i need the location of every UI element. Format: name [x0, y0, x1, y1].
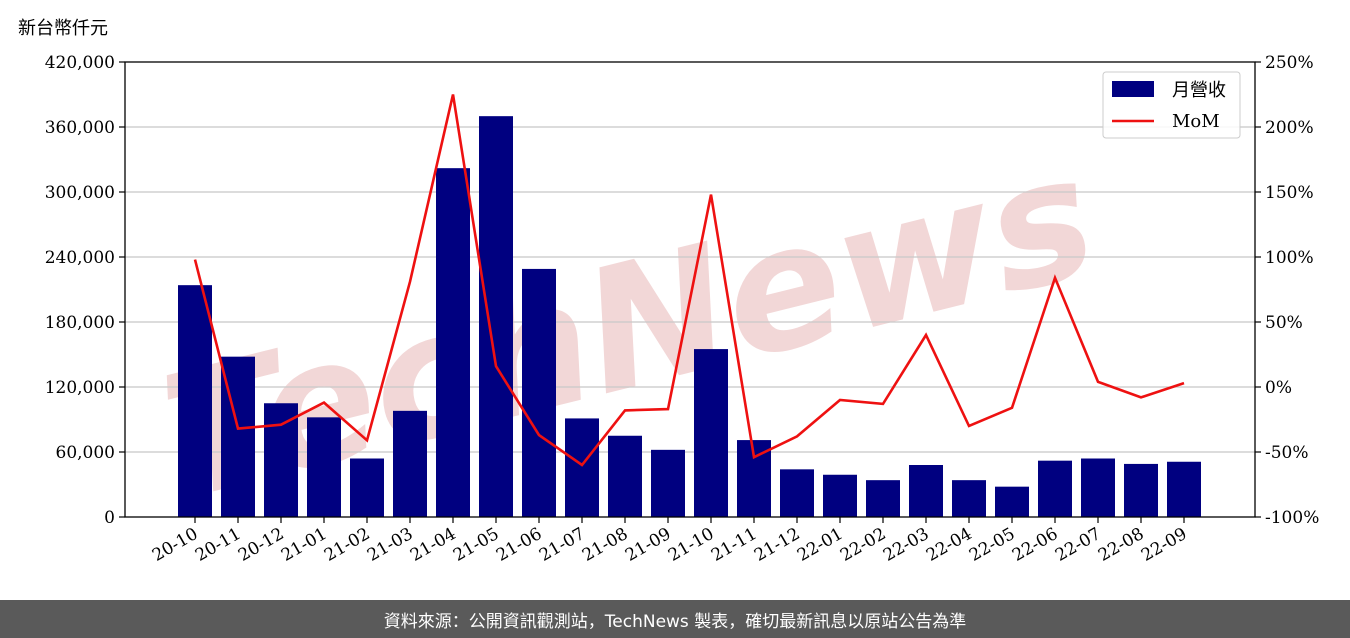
x-axis-tick-label: 21-02 [321, 524, 373, 566]
right-axis-tick-label: 50% [1265, 313, 1303, 333]
bar [436, 168, 470, 517]
bar [307, 417, 341, 517]
x-axis-tick-label: 20-12 [235, 524, 287, 566]
x-axis-tick-label: 21-01 [278, 524, 330, 566]
x-axis-tick-label: 21-08 [579, 524, 631, 566]
left-axis-tick-label: 240,000 [45, 248, 115, 268]
left-axis-tick-label: 120,000 [45, 378, 115, 398]
bar [1038, 460, 1072, 517]
bar [995, 486, 1029, 517]
right-axis-tick-label: -100% [1265, 508, 1319, 528]
bar [909, 465, 943, 517]
bar [264, 403, 298, 517]
bar [1081, 458, 1115, 517]
x-axis-tick-label: 21-03 [364, 524, 416, 566]
x-axis-tick-label: 22-03 [880, 524, 932, 566]
bar [479, 116, 513, 518]
bar [1167, 461, 1201, 517]
left-axis-tick-label: 360,000 [45, 118, 115, 138]
bar [651, 449, 685, 517]
bar [823, 474, 857, 517]
bar [565, 418, 599, 517]
x-axis-tick-label: 20-10 [149, 524, 201, 566]
right-axis-tick-label: 200% [1265, 118, 1314, 138]
bar [178, 285, 212, 517]
x-axis-tick-label: 21-10 [665, 524, 717, 566]
x-axis-tick-label: 21-07 [536, 524, 588, 566]
x-axis-tick-label: 22-05 [966, 524, 1018, 566]
bar [522, 268, 556, 517]
bar [780, 469, 814, 517]
bar [694, 349, 728, 517]
right-axis-tick-label: 150% [1265, 183, 1314, 203]
legend-label-mom: MoM [1172, 111, 1220, 132]
bar [393, 410, 427, 517]
bar [608, 435, 642, 517]
left-axis-tick-label: 300,000 [45, 183, 115, 203]
left-axis-unit-label: 新台幣仟元 [18, 18, 108, 39]
legend-label-revenue: 月營收 [1172, 80, 1226, 101]
x-axis-tick-label: 22-04 [923, 524, 975, 566]
bar [866, 480, 900, 517]
left-axis-tick-label: 420,000 [45, 53, 115, 73]
x-axis-tick-label: 22-07 [1052, 524, 1104, 566]
left-axis-tick-label: 180,000 [45, 313, 115, 333]
x-axis-tick-label: 21-04 [407, 524, 459, 566]
right-axis-tick-label: 250% [1265, 53, 1314, 73]
x-axis-tick-label: 22-08 [1095, 524, 1147, 566]
bar [1124, 463, 1158, 517]
bar [952, 480, 986, 517]
mom-line [193, 94, 1185, 467]
source-footer: 資料來源：公開資訊觀測站，TechNews 製表，確切最新訊息以原站公告為準 [0, 600, 1350, 638]
plot-frame [124, 61, 1256, 518]
x-axis-tick-label: 21-09 [622, 524, 674, 566]
x-axis-tick-label: 21-06 [493, 524, 545, 566]
x-axis-tick-label: 22-01 [794, 524, 846, 566]
left-axis-tick-label: 0 [104, 508, 115, 528]
right-axis-tick-label: 0% [1265, 378, 1292, 398]
right-axis-tick-label: 100% [1265, 248, 1314, 268]
x-axis-tick-label: 22-06 [1009, 524, 1061, 566]
x-axis-tick-label: 21-05 [450, 524, 502, 566]
x-axis-tick-label: 21-11 [708, 524, 760, 566]
left-axis-tick-label: 60,000 [56, 443, 115, 463]
x-axis-tick-label: 22-02 [837, 524, 889, 566]
x-axis-tick-label: 22-09 [1138, 524, 1190, 566]
bar [350, 458, 384, 517]
x-axis-tick-label: 21-12 [751, 524, 803, 566]
chart: 新台幣仟元 TechNews 060,000120,000180,000240,… [18, 18, 1319, 566]
right-axis-tick-label: -50% [1265, 443, 1309, 463]
legend-swatch-bar [1112, 81, 1154, 97]
